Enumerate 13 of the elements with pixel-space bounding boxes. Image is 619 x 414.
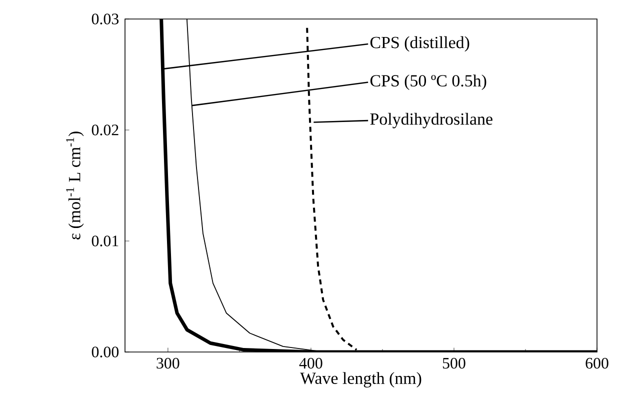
x-axis-title: Wave length (nm) — [300, 372, 422, 388]
annotation: Polydihydrosilane — [370, 112, 492, 128]
x-tick-label: 500 — [442, 358, 466, 369]
x-tick-label: 600 — [586, 358, 608, 369]
y-tick-label: 0.01 — [92, 236, 118, 246]
y-tick-label: 0.00 — [92, 346, 119, 358]
y-axis-title: ε (mol$^{-1}$ L cm$^{-1}$) — [66, 132, 84, 240]
x-tick-label: 300 — [156, 358, 180, 369]
x-tick-label: 400 — [299, 358, 322, 369]
y-tick-label: 0.02 — [92, 124, 118, 136]
annotation: CPS (50 ºC 0.5h) — [370, 74, 486, 90]
y-tick-label: 0.03 — [92, 14, 119, 24]
annotation: CPS (distilled) — [370, 36, 470, 52]
